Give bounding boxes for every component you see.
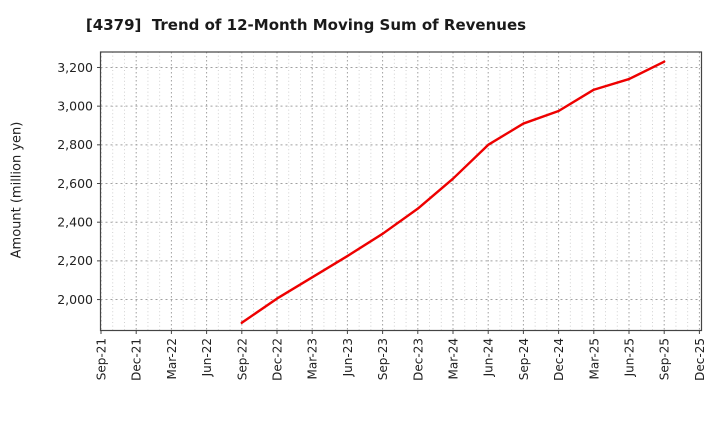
y-tick-label: 3,200 xyxy=(57,60,93,75)
x-tick-label: Mar-23 xyxy=(306,338,320,379)
y-tick-label: 2,800 xyxy=(57,137,93,152)
tick-marks xyxy=(97,66,700,334)
x-tick-label: Sep-24 xyxy=(517,338,531,380)
x-tick-label: Jun-24 xyxy=(482,338,496,377)
x-tick-labels: Sep-21 Dec-21 Mar-22 Jun-22 Sep-22 Dec-22 Mar-… xyxy=(95,338,707,381)
x-tick-label: Jun-22 xyxy=(200,338,214,377)
x-tick-label: Jun-25 xyxy=(623,338,637,377)
y-tick-labels: 2,000 2,200 2,400 2,600 2,800 3,000 3,200 xyxy=(57,60,93,307)
y-tick-label: 2,400 xyxy=(57,214,93,229)
x-tick-label: Mar-24 xyxy=(447,338,461,379)
revenue-line xyxy=(240,60,666,324)
major-vertical-gridlines xyxy=(100,52,700,331)
x-tick-label: Jun-23 xyxy=(341,338,355,377)
y-tick-label: 2,600 xyxy=(57,176,93,191)
horizontal-gridlines xyxy=(100,66,702,301)
y-tick-label: 2,200 xyxy=(57,253,93,268)
x-tick-label: Dec-22 xyxy=(271,338,285,381)
x-tick-label: Sep-23 xyxy=(376,338,390,380)
x-tick-label: Dec-24 xyxy=(552,338,566,381)
x-tick-label: Dec-23 xyxy=(411,338,425,381)
y-tick-label: 2,000 xyxy=(57,292,93,307)
x-tick-label: Dec-25 xyxy=(693,338,707,381)
x-tick-label: Dec-21 xyxy=(130,338,144,381)
axes-frame xyxy=(99,51,703,332)
x-tick-label: Mar-22 xyxy=(165,338,179,379)
x-tick-label: Sep-22 xyxy=(235,338,249,380)
minor-vertical-gridlines xyxy=(112,52,689,331)
chart-title: [4379] Trend of 12-Month Moving Sum of R… xyxy=(85,16,527,34)
x-tick-label: Sep-25 xyxy=(658,338,672,380)
x-tick-label: Mar-25 xyxy=(587,338,601,379)
y-tick-label: 3,000 xyxy=(57,98,93,113)
x-tick-label: Sep-21 xyxy=(95,338,109,380)
